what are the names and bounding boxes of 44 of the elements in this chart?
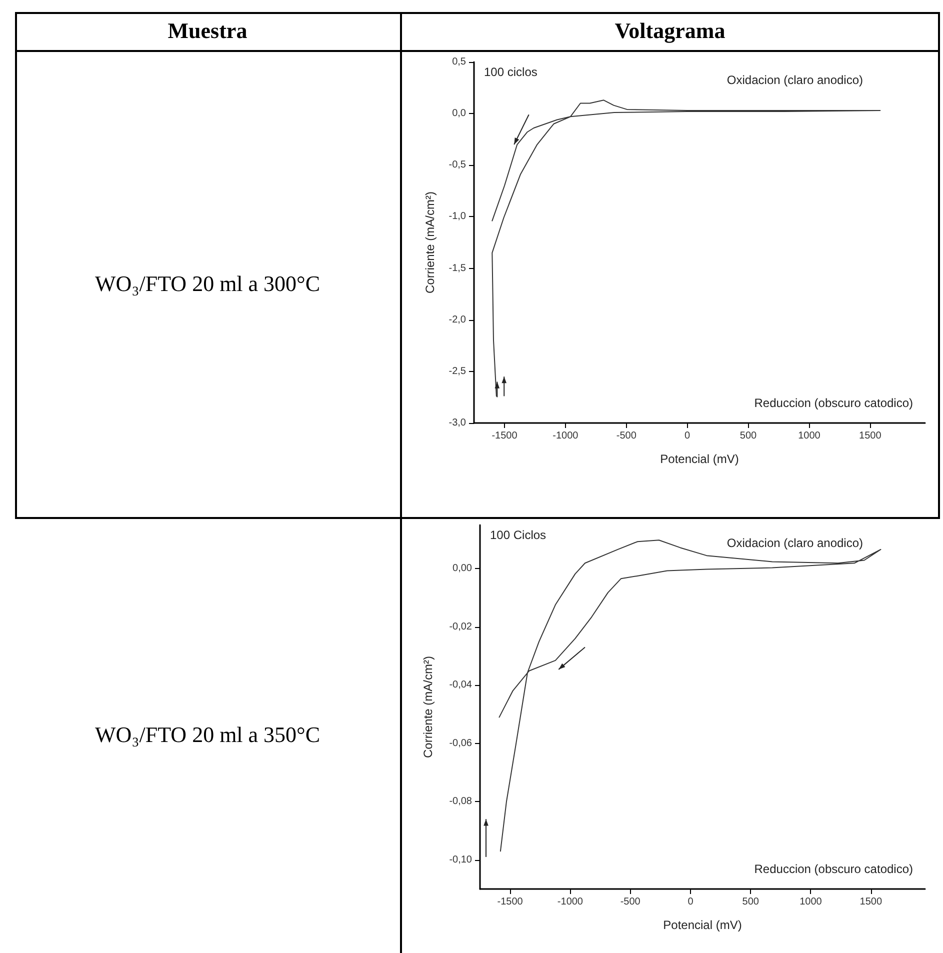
x-tick-label: 0 <box>688 896 694 908</box>
text: WO₃/FTO 20 ml a 350°C <box>94 721 322 749</box>
text: Voltagrama <box>614 17 726 45</box>
x-tick-label: 500 <box>742 896 760 908</box>
annotation: 100 Ciclos <box>490 528 546 542</box>
x-tick-label: -500 <box>616 430 637 442</box>
annotation: Reduccion (obscuro catodico) <box>754 862 914 876</box>
annotation: Reduccion (obscuro catodico) <box>754 396 914 410</box>
line-series <box>498 540 882 852</box>
y-tick-label: -1,5 <box>448 262 466 274</box>
y-tick-label: -0,08 <box>449 796 472 808</box>
annotation: Oxidacion (claro anodico) <box>726 73 864 87</box>
y-tick-label: -0,5 <box>448 160 466 171</box>
y-axis-title: Corriente (mA/cm²) <box>423 191 437 294</box>
y-tick-label: -1,0 <box>448 211 466 222</box>
x-axis-title: Potencial (mV) <box>663 918 742 932</box>
y-tick-label: -0,04 <box>449 680 472 691</box>
y-tick-label: -0,06 <box>449 738 472 749</box>
line-series <box>492 100 881 397</box>
x-tick-label: -1000 <box>552 430 579 442</box>
y-tick-label: 0,5 <box>452 56 466 68</box>
x-tick-label: -1500 <box>492 430 518 442</box>
y-tick-label: -2,5 <box>448 366 466 377</box>
text: WO₃/FTO 20 ml a 300°C <box>94 270 322 298</box>
annotation: Oxidacion (claro anodico) <box>726 536 864 550</box>
y-tick-label: 0,00 <box>452 563 472 574</box>
x-tick-label: -1000 <box>557 896 584 908</box>
x-tick-label: 1000 <box>798 430 821 442</box>
x-tick-label: -500 <box>620 896 641 908</box>
x-tick-label: 1500 <box>860 896 882 908</box>
y-tick-label: -2,0 <box>448 314 466 326</box>
annotation: 100 ciclos <box>484 65 538 79</box>
y-axis-title: Corriente (mA/cm²) <box>421 656 435 758</box>
x-tick-label: 500 <box>740 430 758 442</box>
y-tick-label: -0,02 <box>449 621 472 632</box>
y-tick-label: 0,0 <box>452 108 466 120</box>
x-tick-label: 0 <box>684 430 691 442</box>
x-tick-label: 1000 <box>800 896 822 908</box>
x-tick-label: -1500 <box>497 896 524 908</box>
x-axis-title: Potencial (mV) <box>660 452 739 466</box>
y-tick-label: -0,10 <box>449 854 472 866</box>
x-tick-label: 1500 <box>859 430 882 442</box>
y-tick-label: -3,0 <box>448 418 466 428</box>
text: Muestra <box>166 17 248 45</box>
